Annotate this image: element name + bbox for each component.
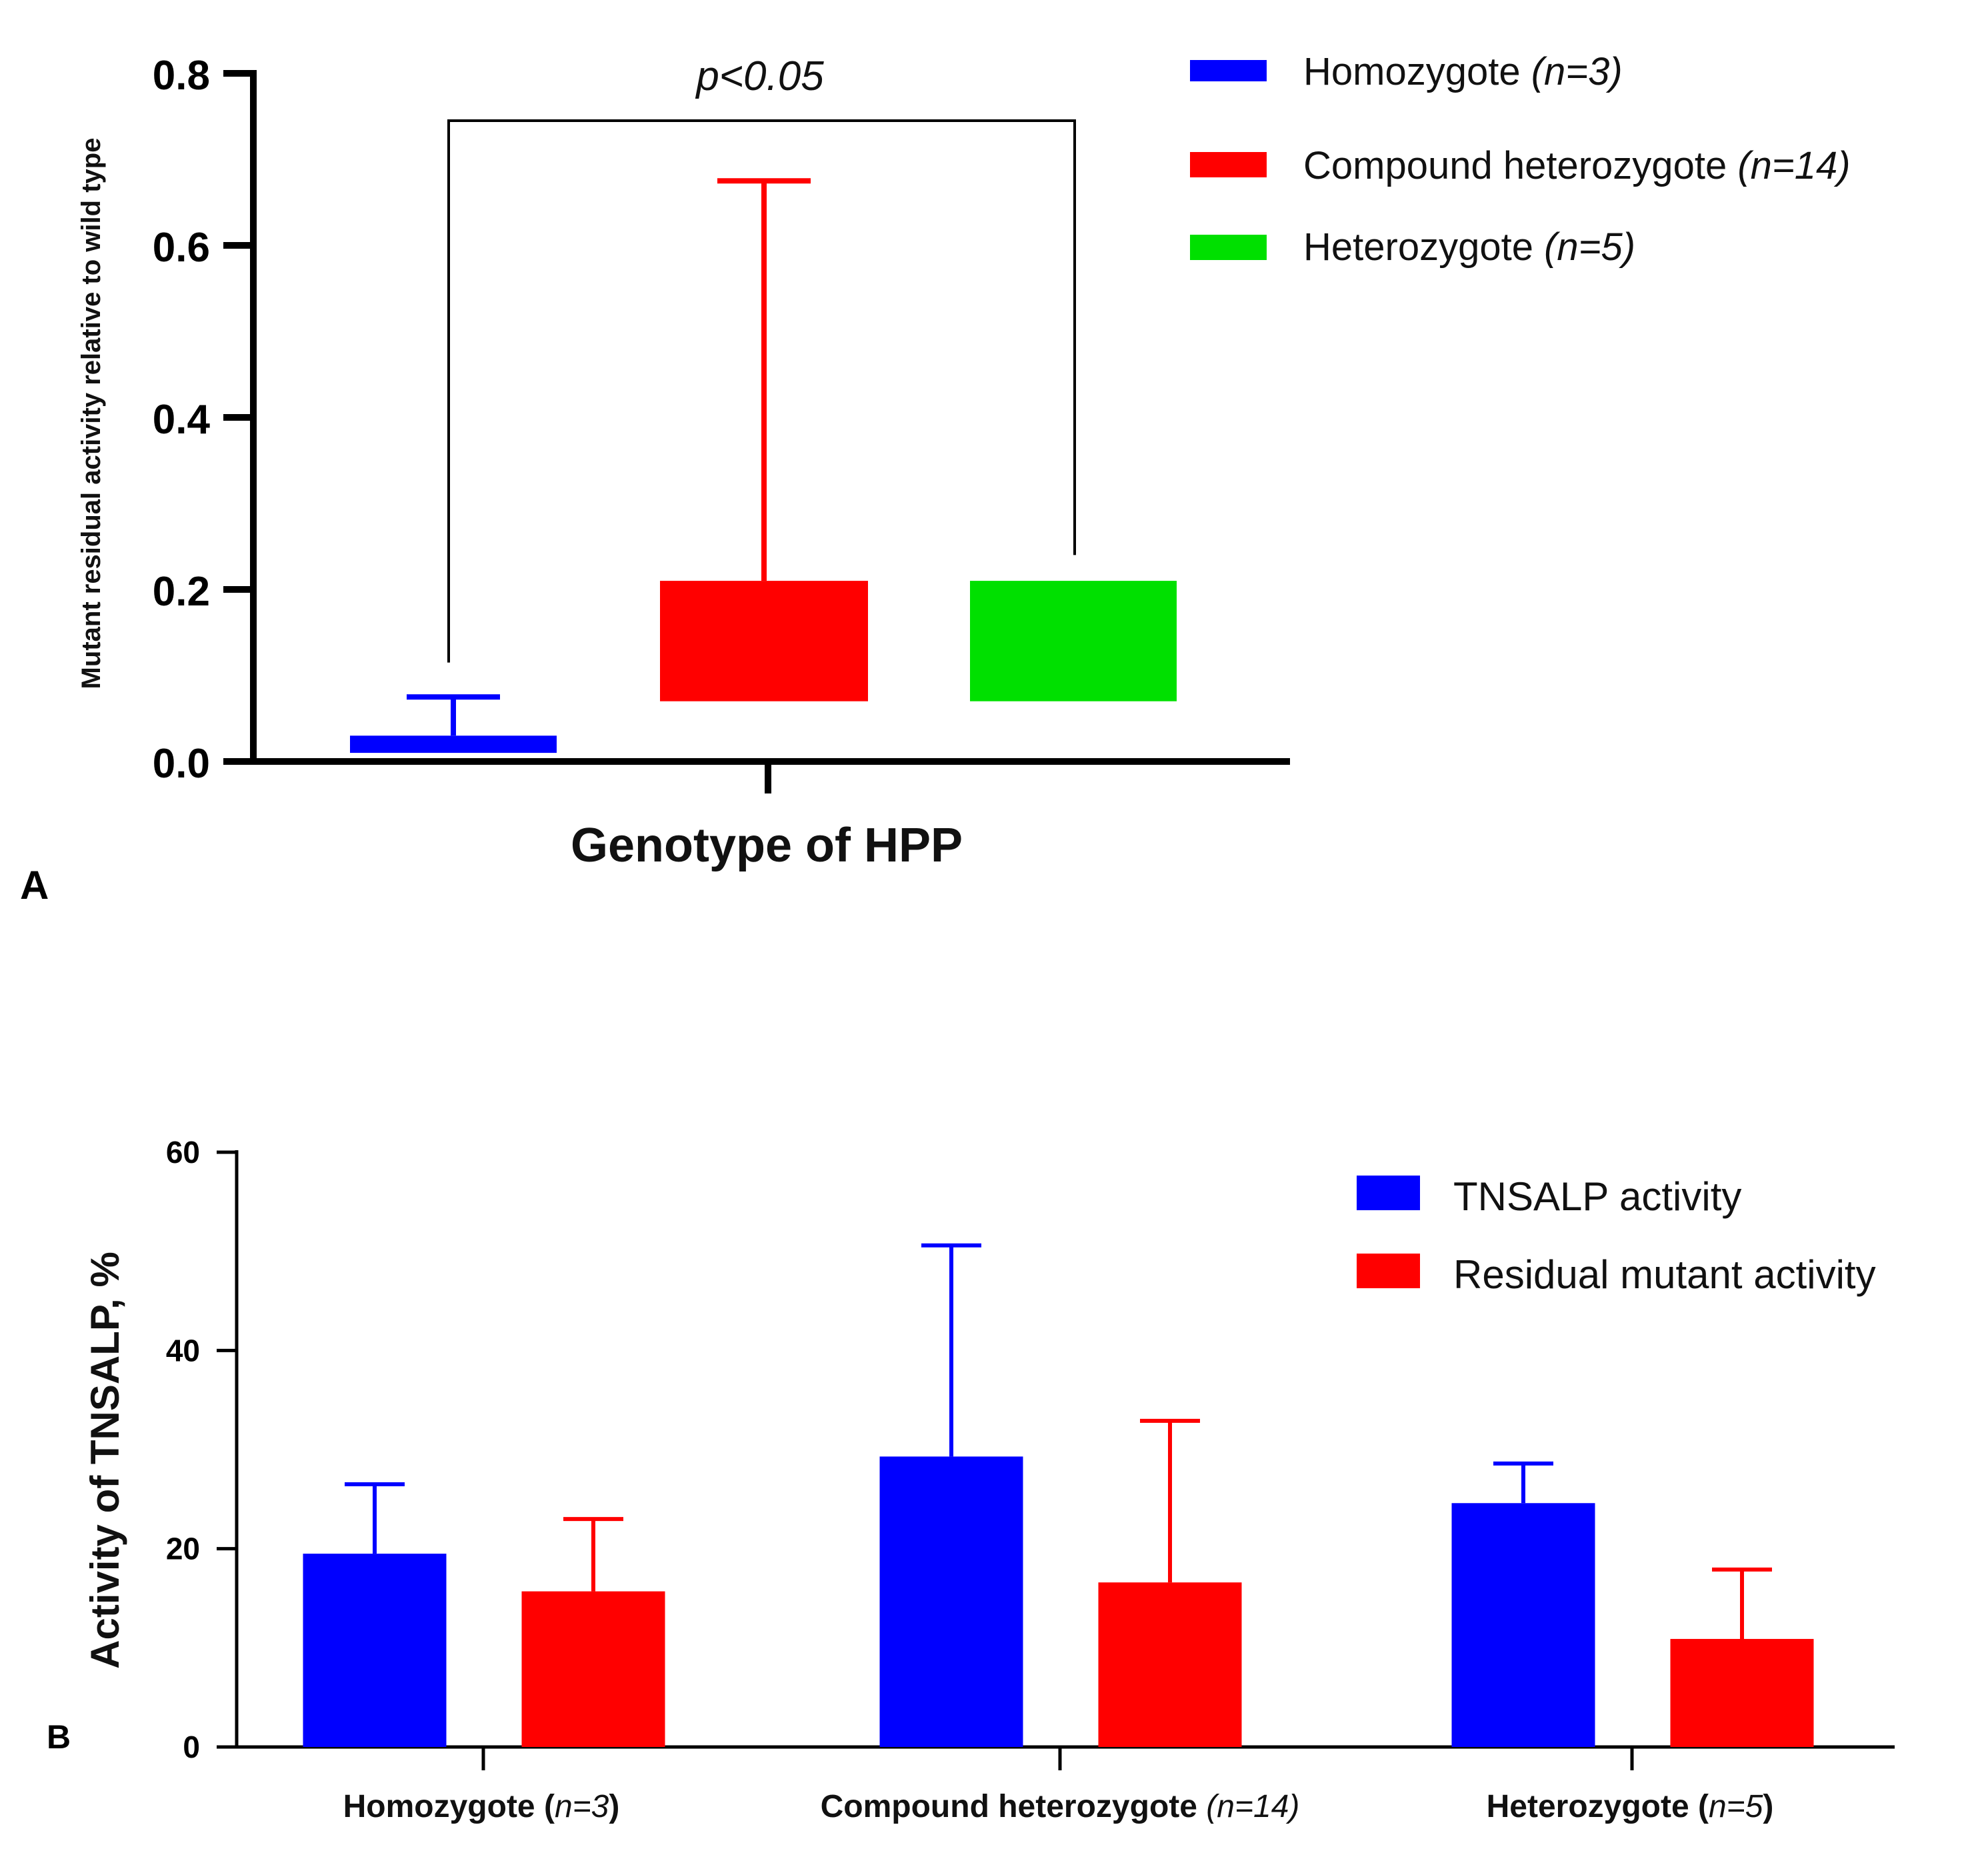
panel-b-legend: TNSALP activity Residual mutant activity (1357, 1174, 1876, 1297)
panel-b-y-tick-label: 60 (166, 1135, 200, 1170)
panel-b-category-heterozygote: Heterozygote (n=5) (1487, 1789, 1774, 1824)
panel-b-error-bar-residual-compound-heterozygote (1140, 1418, 1200, 1583)
panel-b-y-axis: 0 20 40 60 (166, 1135, 239, 1764)
panel-b-bar-tnsalp-heterozygote (1451, 1503, 1595, 1747)
panel-a-bar-homozygote (350, 735, 557, 753)
panel-b-error-bar-residual-homozygote (563, 1517, 623, 1592)
panel-a-y-axis-title: Mutant residual activity relative to wil… (77, 138, 106, 689)
panel-a-bar-compound-heterozygote (660, 581, 868, 701)
panel-b-bars (303, 1243, 1814, 1747)
panel-b-legend-text-tnsalp: TNSALP activity (1453, 1174, 1741, 1219)
panel-b-bar-residual-heterozygote (1670, 1638, 1814, 1747)
panel-a-y-tick-label: 0.4 (153, 397, 211, 443)
panel-b-category-labels: Homozygote (n=3) Compound heterozygote (… (343, 1789, 1774, 1824)
panel-a-legend-swatch-heterozygote (1190, 235, 1267, 260)
panel-a-legend: Homozygote (n=3) Compound heterozygote (… (1190, 50, 1851, 269)
panel-a-bracket-line (447, 119, 1076, 663)
panel-a-error-bar-compound-heterozygote (717, 178, 811, 581)
panel-a-legend-swatch-compound-heterozygote (1190, 152, 1267, 177)
panel-a-legend-item-heterozygote: Heterozygote (n=5) (1190, 225, 1635, 269)
panel-b-bar-tnsalp-homozygote (303, 1554, 447, 1747)
panel-a-y-axis: 0.0 0.2 0.4 0.6 0.8 (153, 53, 257, 787)
panel-b-category-homozygote: Homozygote (n=3) (343, 1789, 620, 1824)
panel-b-legend-swatch-tnsalp (1357, 1176, 1420, 1210)
panel-a-error-bar-homozygote (407, 694, 500, 736)
panel-b-y-tick-label: 20 (166, 1532, 200, 1566)
panel-a-legend-item-compound-heterozygote: Compound heterozygote (n=14) (1190, 144, 1851, 187)
panel-b-y-axis-title: Activity of TNSALP, % (83, 1252, 127, 1669)
panel-b-legend-item-residual: Residual mutant activity (1357, 1252, 1876, 1297)
panel-a: A Mutant residual activity relative to w… (20, 50, 1851, 907)
panel-a-legend-text-heterozygote: Heterozygote (n=5) (1303, 225, 1635, 269)
panel-b-bar-residual-compound-heterozygote (1098, 1582, 1242, 1747)
panel-a-label: A (20, 863, 49, 907)
panel-b-bar-tnsalp-compound-heterozygote (879, 1456, 1023, 1747)
panel-b-category-compound-heterozygote: Compound heterozygote (n=14) (821, 1789, 1300, 1824)
panel-b-error-bar-tnsalp-homozygote (345, 1482, 405, 1554)
panel-a-significance-bracket: p<0.05 (447, 53, 1076, 663)
panel-a-legend-text-homozygote: Homozygote (n=3) (1303, 50, 1623, 93)
panel-b-legend-item-tnsalp: TNSALP activity (1357, 1174, 1741, 1219)
panel-b-legend-swatch-residual (1357, 1254, 1420, 1288)
panel-b-error-bar-tnsalp-compound-heterozygote (921, 1243, 981, 1457)
panel-b-legend-text-residual: Residual mutant activity (1453, 1252, 1876, 1297)
panel-a-p-value: p<0.05 (695, 53, 824, 99)
panel-b-label: B (47, 1718, 71, 1756)
panel-a-x-axis (250, 758, 1290, 793)
panel-a-legend-item-homozygote: Homozygote (n=3) (1190, 50, 1623, 93)
panel-b-bar-residual-homozygote (521, 1591, 665, 1747)
panel-a-y-tick-label: 0.2 (153, 569, 210, 615)
panel-a-bar-heterozygote (970, 581, 1177, 701)
panel-a-x-axis-title: Genotype of HPP (571, 819, 963, 872)
panel-a-bars (350, 178, 1177, 753)
panel-b-y-tick-label: 0 (183, 1730, 200, 1764)
panel-a-y-tick-label: 0.6 (153, 225, 210, 271)
panel-a-y-tick-label: 0.8 (153, 53, 210, 99)
panel-b: B Activity of TNSALP, % 0 20 40 60 Homozygo… (47, 1135, 1895, 1824)
panel-a-legend-swatch-homozygote (1190, 60, 1267, 81)
panel-b-x-axis (235, 1745, 1895, 1770)
panel-b-error-bar-tnsalp-heterozygote (1493, 1461, 1553, 1504)
panel-a-y-tick-label: 0.0 (153, 741, 210, 787)
panel-b-error-bar-residual-heterozygote (1712, 1567, 1772, 1639)
panel-a-legend-text-compound-heterozygote: Compound heterozygote (n=14) (1303, 144, 1851, 187)
panel-b-y-tick-label: 40 (166, 1333, 200, 1368)
